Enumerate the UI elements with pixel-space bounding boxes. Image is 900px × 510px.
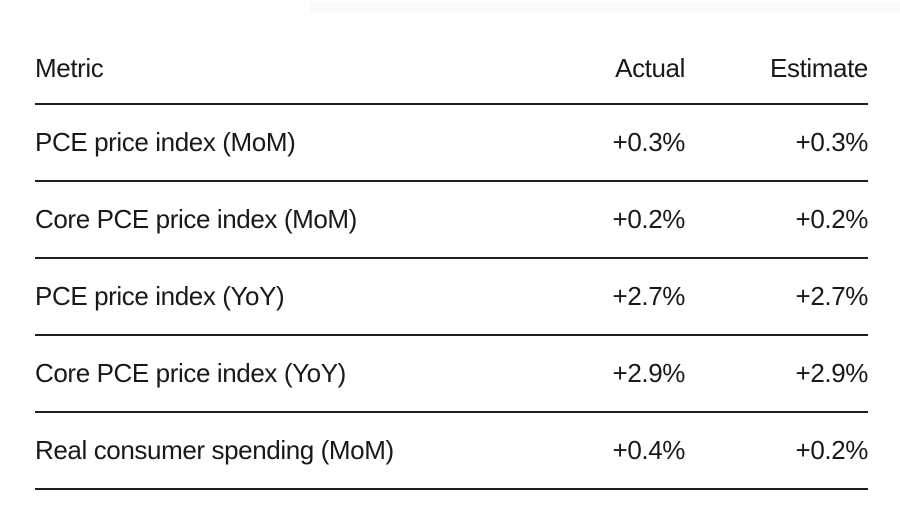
estimate-value-cell: +2.9% <box>795 358 869 388</box>
estimate-value-cell: +0.2% <box>795 435 869 465</box>
metric-cell: PCE price index (MoM) <box>35 127 296 157</box>
estimate-value-cell: +2.7% <box>795 281 869 311</box>
actual-value-cell: +0.4% <box>612 435 686 465</box>
metric-cell: Core PCE price index (YoY) <box>35 358 346 388</box>
table-row: PCE price index (MoM) +0.3% +0.3% <box>35 105 868 182</box>
table-header-row: Metric Actual Estimate <box>35 33 868 105</box>
actual-value-cell: +0.3% <box>612 127 686 157</box>
actual-value-cell: +2.7% <box>612 281 686 311</box>
column-header-metric: Metric <box>35 52 104 83</box>
metric-cell: Real consumer spending (MoM) <box>35 435 394 465</box>
table-row: PCE price index (YoY) +2.7% +2.7% <box>35 259 868 336</box>
column-header-estimate: Estimate <box>770 52 868 83</box>
top-edge-artifact <box>310 2 900 12</box>
metric-cell: PCE price index (YoY) <box>35 281 285 311</box>
table-row: Real consumer spending (MoM) +0.4% +0.2% <box>35 413 868 490</box>
table-row: Core PCE price index (MoM) +0.2% +0.2% <box>35 182 868 259</box>
estimate-value-cell: +0.3% <box>795 127 869 157</box>
estimate-value-cell: +0.2% <box>795 204 869 234</box>
table-row: Core PCE price index (YoY) +2.9% +2.9% <box>35 336 868 413</box>
metric-cell: Core PCE price index (MoM) <box>35 204 357 234</box>
actual-value-cell: +2.9% <box>612 358 686 388</box>
pce-report-table: Metric Actual Estimate PCE price index (… <box>35 33 868 490</box>
actual-value-cell: +0.2% <box>612 204 686 234</box>
column-header-actual: Actual <box>615 52 685 83</box>
